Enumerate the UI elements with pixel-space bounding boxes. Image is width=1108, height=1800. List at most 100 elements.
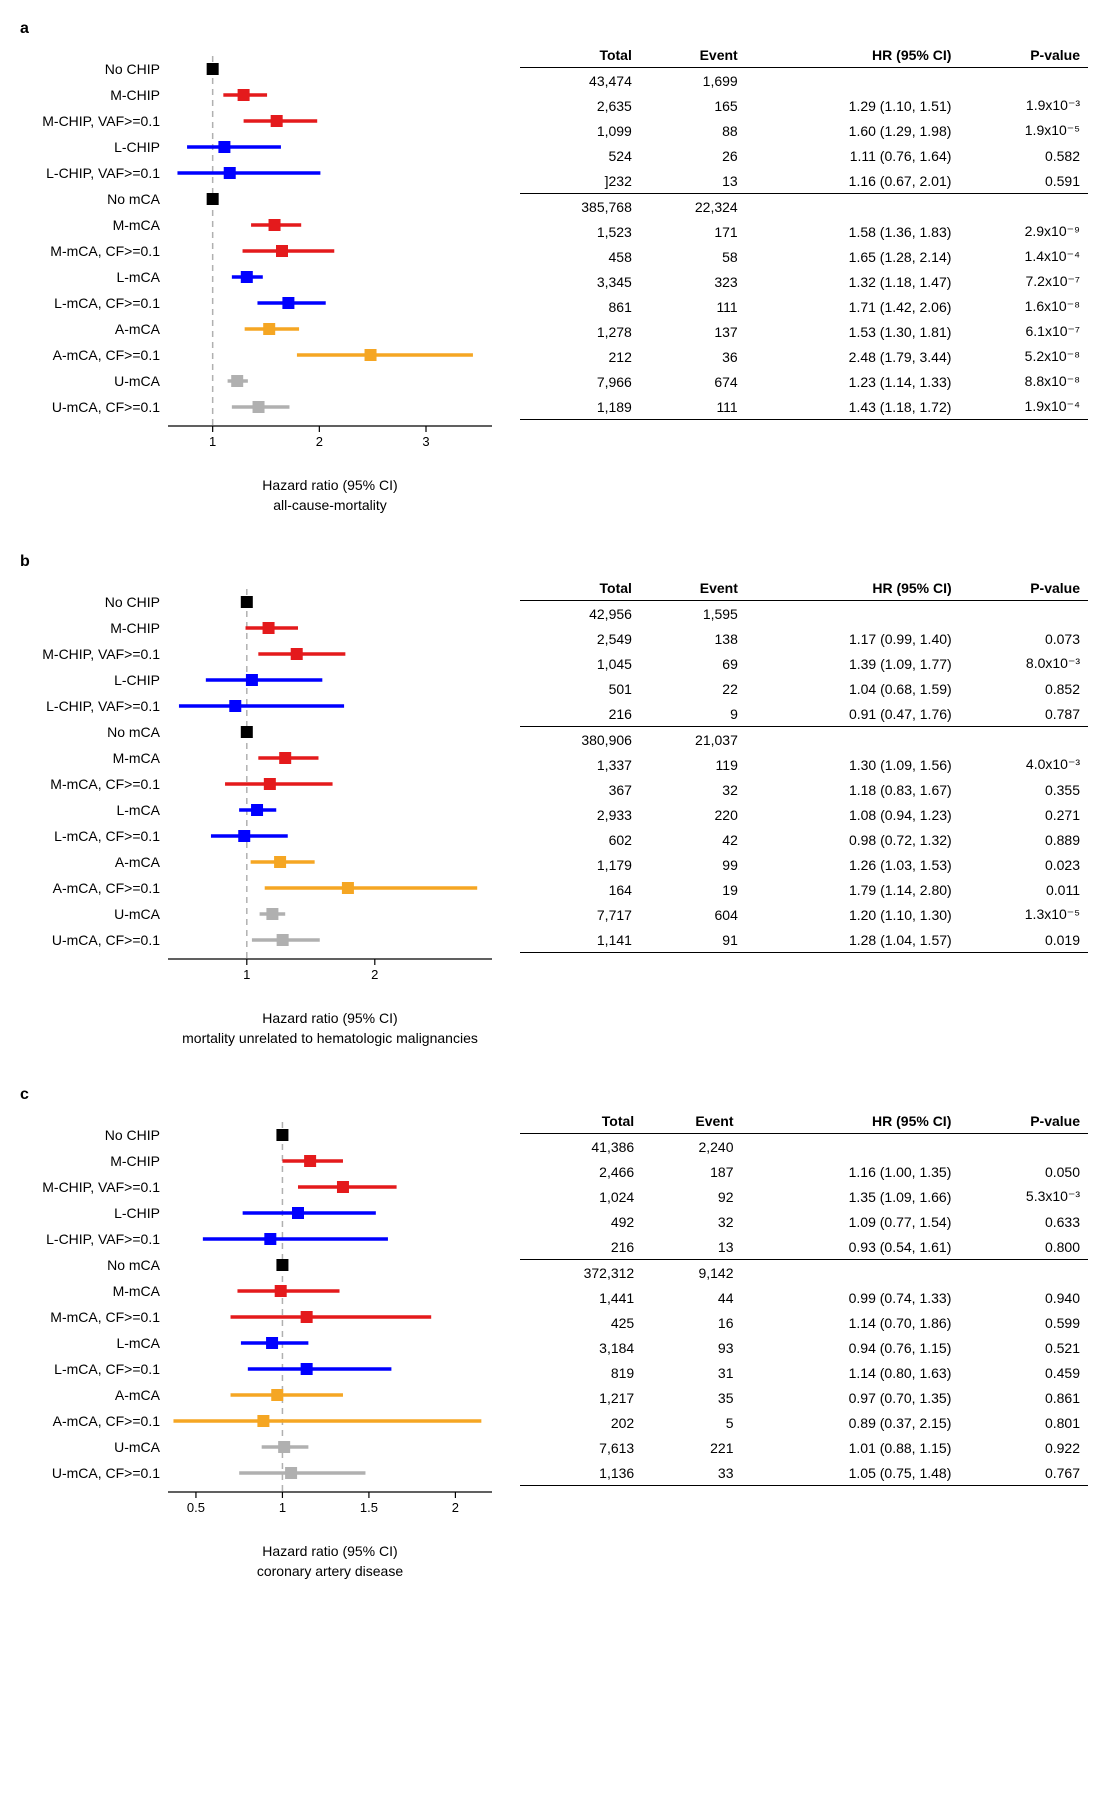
cell: 1.3x10⁻⁵ xyxy=(960,902,1088,927)
cell: 1,189 xyxy=(520,394,640,420)
row-label: A-mCA xyxy=(115,321,161,337)
cell: 1.14 (0.80, 1.63) xyxy=(742,1360,960,1385)
cell: 8.0x10⁻³ xyxy=(960,651,1088,676)
svg-text:0.5: 0.5 xyxy=(187,1500,205,1515)
row-label: L-mCA xyxy=(116,1335,160,1351)
cell: 0.98 (0.72, 1.32) xyxy=(746,827,960,852)
cell: 31 xyxy=(642,1360,741,1385)
col-header: HR (95% CI) xyxy=(746,43,960,68)
svg-text:1: 1 xyxy=(209,434,216,449)
cell: 41,386 xyxy=(520,1134,642,1160)
cell: 216 xyxy=(520,701,640,727)
panel-label: b xyxy=(20,553,1088,571)
row-label: M-mCA xyxy=(113,750,161,766)
cell: 1.6x10⁻⁸ xyxy=(959,294,1088,319)
row-label: L-mCA, CF>=0.1 xyxy=(54,1361,160,1377)
cell: 0.023 xyxy=(960,852,1088,877)
cell: 21,037 xyxy=(640,727,746,753)
col-header: Total xyxy=(520,43,640,68)
row-label: L-CHIP, VAF>=0.1 xyxy=(46,165,160,181)
cell: 1.35 (1.09, 1.66) xyxy=(742,1184,960,1209)
x-axis-subtitle: all-cause-mortality xyxy=(170,497,490,513)
cell: 0.97 (0.70, 1.35) xyxy=(742,1385,960,1410)
cell: 1.9x10⁻³ xyxy=(959,93,1088,118)
row-label: L-mCA, CF>=0.1 xyxy=(54,828,160,844)
cell: 138 xyxy=(640,626,746,651)
cell: 3,184 xyxy=(520,1335,642,1360)
cell: 13 xyxy=(640,168,746,194)
cell: 2,466 xyxy=(520,1159,642,1184)
row-label: M-mCA xyxy=(113,1283,161,1299)
cell: 7,717 xyxy=(520,902,640,927)
cell: 1.43 (1.18, 1.72) xyxy=(746,394,960,420)
svg-text:1: 1 xyxy=(243,967,250,982)
cell: 861 xyxy=(520,294,640,319)
cell: 1.65 (1.28, 2.14) xyxy=(746,244,960,269)
cell: 1,217 xyxy=(520,1385,642,1410)
cell: 13 xyxy=(642,1234,741,1260)
cell: 1.58 (1.36, 1.83) xyxy=(746,219,960,244)
cell: 9,142 xyxy=(642,1260,741,1286)
cell: 0.922 xyxy=(959,1435,1088,1460)
cell: 36 xyxy=(640,344,746,369)
row-label: M-CHIP xyxy=(110,1153,160,1169)
cell: 425 xyxy=(520,1310,642,1335)
panel-c: cNo CHIPM-CHIPM-CHIP, VAF>=0.1L-CHIPL-CH… xyxy=(20,1086,1088,1579)
cell: 1,699 xyxy=(640,68,746,94)
row-label: A-mCA, CF>=0.1 xyxy=(53,1413,161,1429)
row-label: U-mCA xyxy=(114,1439,161,1455)
cell: 42 xyxy=(640,827,746,852)
cell: 43,474 xyxy=(520,68,640,94)
cell: 1.16 (0.67, 2.01) xyxy=(746,168,960,194)
cell: 111 xyxy=(640,294,746,319)
cell: 9 xyxy=(640,701,746,727)
panel-b: b No CHIPM-CHIPM-CHIP, VAF>=0.1L-CHIPL-CH… xyxy=(20,553,1088,1046)
cell: 0.861 xyxy=(959,1385,1088,1410)
row-label: M-mCA, CF>=0.1 xyxy=(50,776,160,792)
cell: 1.29 (1.10, 1.51) xyxy=(746,93,960,118)
cell: 58 xyxy=(640,244,746,269)
cell: 1.11 (0.76, 1.64) xyxy=(746,143,960,168)
cell: 216 xyxy=(520,1234,642,1260)
col-header: Total xyxy=(520,1109,642,1134)
cell: 1.23 (1.14, 1.33) xyxy=(746,369,960,394)
forest-plot: No CHIPM-CHIPM-CHIP, VAF>=0.1L-CHIPL-CHI… xyxy=(20,576,500,1006)
cell: 1.14 (0.70, 1.86) xyxy=(742,1310,960,1335)
cell: 524 xyxy=(520,143,640,168)
svg-text:3: 3 xyxy=(422,434,429,449)
cell: 0.633 xyxy=(959,1209,1088,1234)
row-label: A-mCA, CF>=0.1 xyxy=(53,347,161,363)
cell: 6.1x10⁻⁷ xyxy=(959,319,1088,344)
row-label: No CHIP xyxy=(105,61,160,77)
cell: 1.4x10⁻⁴ xyxy=(959,244,1088,269)
cell xyxy=(746,68,960,94)
cell: 69 xyxy=(640,651,746,676)
row-label: U-mCA xyxy=(114,373,161,389)
cell: 0.940 xyxy=(959,1285,1088,1310)
cell: 1.79 (1.14, 2.80) xyxy=(746,877,960,902)
row-label: L-mCA xyxy=(116,802,160,818)
x-axis-subtitle: mortality unrelated to hematologic malig… xyxy=(170,1030,490,1046)
cell: 1.01 (0.88, 1.15) xyxy=(742,1435,960,1460)
row-label: L-mCA, CF>=0.1 xyxy=(54,295,160,311)
svg-text:2: 2 xyxy=(316,434,323,449)
row-label: A-mCA xyxy=(115,854,161,870)
cell: 0.93 (0.54, 1.61) xyxy=(742,1234,960,1260)
cell: 602 xyxy=(520,827,640,852)
row-label: L-CHIP, VAF>=0.1 xyxy=(46,1231,160,1247)
row-label: M-mCA xyxy=(113,217,161,233)
cell: 2.48 (1.79, 3.44) xyxy=(746,344,960,369)
cell: 22 xyxy=(640,676,746,701)
row-label: M-CHIP xyxy=(110,620,160,636)
cell: 323 xyxy=(640,269,746,294)
x-axis-title: Hazard ratio (95% CI) xyxy=(170,1010,490,1026)
cell: 458 xyxy=(520,244,640,269)
row-label: U-mCA, CF>=0.1 xyxy=(52,399,160,415)
cell: 380,906 xyxy=(520,727,640,753)
cell: 1.09 (0.77, 1.54) xyxy=(742,1209,960,1234)
row-label: M-CHIP xyxy=(110,87,160,103)
cell: 111 xyxy=(640,394,746,420)
cell: 88 xyxy=(640,118,746,143)
cell xyxy=(960,601,1088,627)
cell: 7.2x10⁻⁷ xyxy=(959,269,1088,294)
